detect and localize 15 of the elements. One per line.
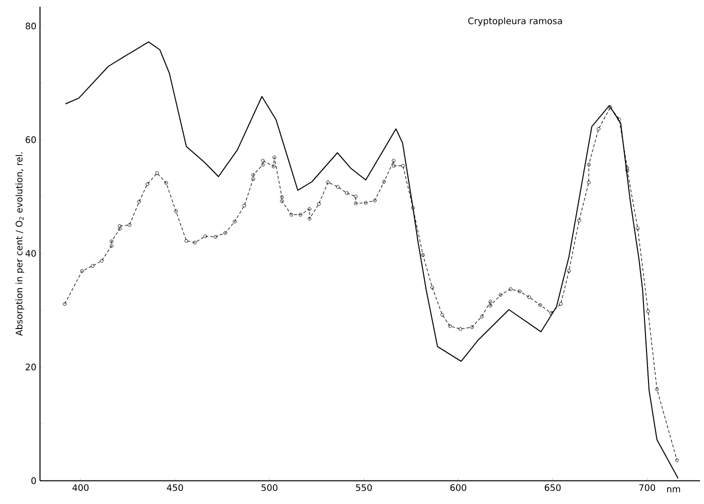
y-tick-label: 60 — [26, 136, 36, 144]
x-axis-title: nm — [667, 487, 680, 492]
x-tick-label: 700 — [639, 484, 656, 491]
y-tick-label: 80 — [26, 22, 36, 30]
x-tick-label: 600 — [450, 484, 466, 491]
y-tick-label: 40 — [26, 250, 36, 257]
x-tick-label: 550 — [356, 484, 372, 491]
x-tick-label: 400 — [72, 484, 89, 491]
y-axis-title: Absorption in per cent / O$_{2}$ evolution, rel. — [16, 152, 24, 336]
y-tick-label: 20 — [26, 364, 36, 370]
x-tick-label: 650 — [544, 484, 561, 491]
y-tick-label: 0 — [31, 477, 36, 484]
text: Cryptopleura ramosa — [468, 17, 562, 26]
x-tick-label: 500 — [262, 484, 278, 491]
x-tick-label: 450 — [166, 484, 183, 491]
